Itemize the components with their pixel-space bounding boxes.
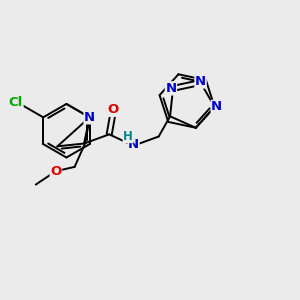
Text: N: N bbox=[165, 82, 176, 95]
Text: N: N bbox=[84, 111, 95, 124]
Text: N: N bbox=[211, 100, 222, 113]
Text: Cl: Cl bbox=[9, 96, 23, 109]
Text: N: N bbox=[128, 138, 139, 151]
Text: N: N bbox=[195, 75, 206, 88]
Text: H: H bbox=[123, 130, 133, 142]
Text: O: O bbox=[50, 165, 62, 178]
Text: O: O bbox=[108, 103, 119, 116]
